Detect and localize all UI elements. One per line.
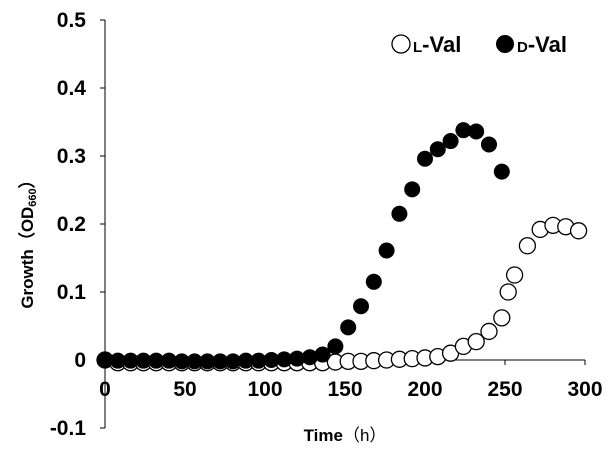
point-d-val	[135, 352, 152, 369]
point-d-val	[109, 352, 126, 369]
x-tick-label: 300	[567, 378, 602, 401]
point-d-val	[417, 150, 433, 167]
point-d-val	[391, 205, 408, 222]
series-d-val	[97, 122, 510, 370]
x-tick-label: 250	[487, 378, 522, 401]
point-d-val	[122, 352, 139, 369]
legend-label-l-val: L-Val	[413, 32, 461, 57]
point-d-val	[263, 352, 280, 368]
y-tick-label: 0.2	[57, 213, 86, 236]
point-d-val	[212, 353, 229, 370]
point-l-val	[499, 283, 517, 301]
point-d-val	[327, 338, 344, 355]
point-d-val	[173, 353, 190, 370]
point-d-val	[314, 346, 331, 363]
point-l-val	[505, 266, 524, 284]
x-tick-label: 150	[327, 378, 362, 401]
point-l-val	[569, 222, 588, 240]
x-tick-label: 0	[99, 378, 111, 401]
y-ticks: -0.1 0 0.1 0.2 0.3 0.4 0.5	[50, 9, 105, 440]
point-d-val	[250, 352, 267, 369]
y-tick-label: 0.5	[57, 9, 87, 32]
y-tick-label: 0.1	[57, 281, 87, 304]
point-d-val	[237, 352, 254, 369]
point-d-val	[289, 350, 305, 367]
point-d-val	[97, 352, 113, 368]
point-d-val	[148, 352, 165, 369]
x-tick-label: 200	[407, 378, 442, 401]
point-d-val	[493, 163, 510, 180]
legend-label-d-val: D-Val	[517, 32, 567, 57]
point-d-val	[353, 298, 369, 315]
x-ticks: 0 50 100 150 200 250 300	[99, 360, 603, 401]
point-d-val	[301, 349, 318, 366]
point-d-val	[199, 353, 216, 370]
point-d-val	[225, 353, 241, 370]
legend-marker-d-val	[496, 35, 514, 53]
point-d-val	[442, 133, 459, 150]
y-tick-label: -0.1	[50, 417, 87, 440]
x-tick-label: 100	[247, 378, 282, 401]
y-axis-title: Growth（OD660）	[17, 171, 39, 308]
y-tick-label: 0.3	[57, 145, 86, 168]
series-layer	[96, 122, 588, 372]
y-tick-label: 0	[74, 349, 86, 372]
legend-item-d-val: D-Val	[496, 32, 567, 57]
point-d-val	[468, 123, 485, 140]
x-axis-title: Time（h）	[304, 426, 387, 445]
point-d-val	[365, 273, 382, 290]
point-d-val	[161, 352, 177, 369]
legend-marker-l-val	[391, 34, 411, 54]
y-tick-label: 0.4	[57, 77, 87, 100]
point-l-val	[467, 332, 485, 351]
point-d-val	[455, 122, 472, 139]
point-d-val	[340, 319, 357, 336]
point-d-val	[276, 351, 293, 368]
point-l-val	[480, 322, 498, 341]
point-d-val	[378, 242, 395, 259]
point-d-val	[186, 353, 203, 370]
legend: L-Val D-Val	[391, 32, 567, 57]
point-d-val	[404, 181, 421, 198]
point-l-val	[493, 309, 511, 327]
x-tick-label: 50	[173, 378, 196, 401]
point-d-val	[481, 136, 497, 153]
point-l-val	[518, 237, 537, 255]
point-d-val	[429, 141, 446, 158]
legend-item-l-val: L-Val	[391, 32, 461, 57]
